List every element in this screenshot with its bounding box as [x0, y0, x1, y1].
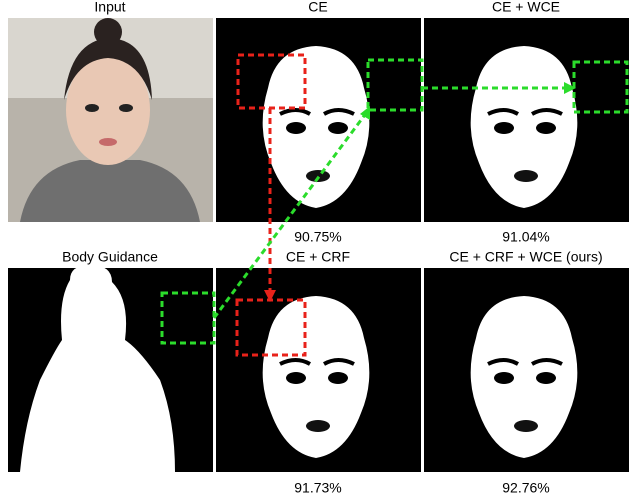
body-guidance [8, 265, 213, 472]
input-photo [8, 18, 213, 222]
panel-title: CE + CRF [286, 249, 350, 265]
panel-title: CE [308, 0, 327, 15]
ce-crf-mask [214, 266, 423, 474]
panel-score: 92.76% [502, 480, 549, 496]
panel-title: CE + WCE [492, 0, 560, 15]
panel-title: Input [94, 0, 125, 15]
panel-score: 91.73% [294, 480, 341, 496]
panel-score: 90.75% [294, 229, 341, 245]
panel-score: 91.04% [502, 229, 549, 245]
arrow-head [360, 106, 370, 120]
arrow-head [264, 290, 276, 302]
ours-mask [422, 266, 631, 474]
ce-mask [214, 16, 423, 224]
arrow-head [564, 82, 576, 94]
ce-wce-mask [422, 16, 631, 224]
panel-title: Body Guidance [62, 249, 158, 265]
panel-title: CE + CRF + WCE (ours) [449, 249, 602, 265]
